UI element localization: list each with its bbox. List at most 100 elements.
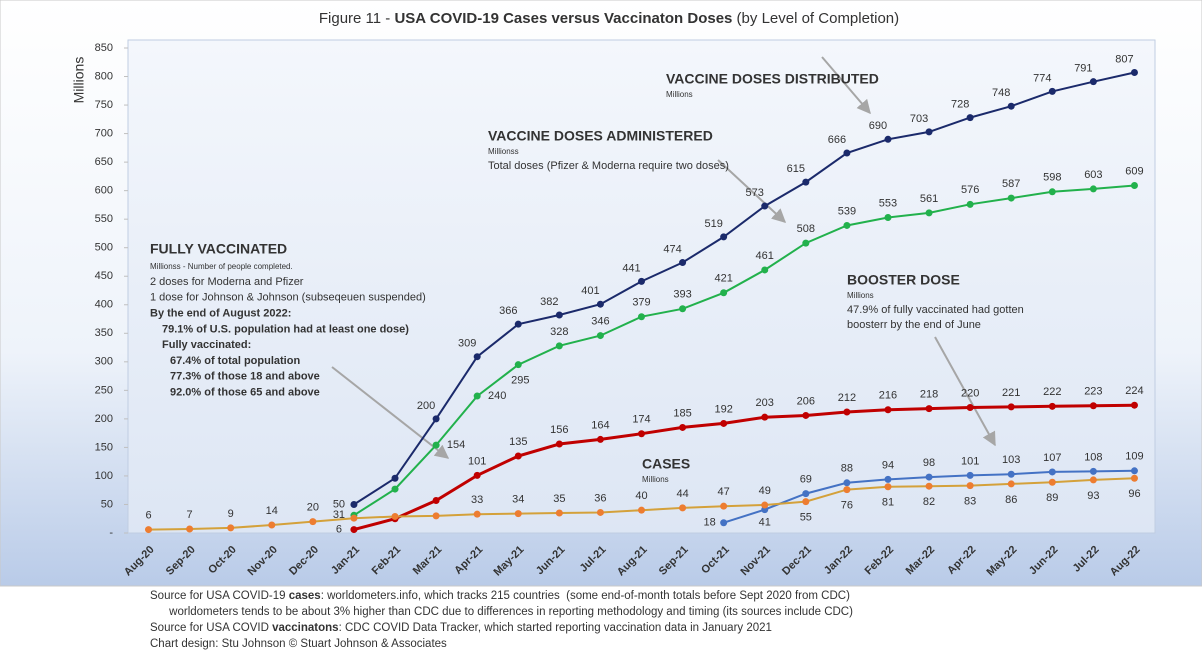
annotation-heading: CASES <box>642 456 690 472</box>
y-tick-label: 650 <box>95 156 113 168</box>
data-label: 474 <box>663 243 681 255</box>
data-point <box>596 435 604 443</box>
arrow <box>717 159 787 223</box>
data-point <box>802 498 810 506</box>
data-label: 96 <box>1128 488 1140 500</box>
data-point <box>473 353 481 361</box>
data-label: 573 <box>746 187 764 199</box>
data-point <box>720 502 728 510</box>
data-label: 81 <box>882 497 894 509</box>
data-label: 50 <box>333 498 345 510</box>
data-label: 728 <box>951 99 969 111</box>
data-label: 83 <box>964 496 976 508</box>
data-point <box>1048 402 1056 410</box>
data-label: 109 <box>1125 451 1143 463</box>
footer-line: Source for USA COVID-19 cases: worldomet… <box>150 590 850 602</box>
series-line <box>353 184 1135 517</box>
data-point <box>432 415 440 423</box>
y-tick-label: 750 <box>95 99 113 111</box>
data-point <box>679 423 687 431</box>
data-point <box>843 221 851 229</box>
y-tick-label: 500 <box>95 242 113 254</box>
data-point <box>391 474 399 482</box>
data-point <box>1089 402 1097 410</box>
data-point <box>638 313 645 321</box>
data-point <box>925 209 933 217</box>
data-label: 88 <box>841 463 853 475</box>
data-point <box>432 512 440 520</box>
data-label: 346 <box>591 315 609 327</box>
data-point <box>1089 467 1097 475</box>
data-point <box>555 342 563 350</box>
annotation-sub: Millions <box>847 291 874 300</box>
data-point <box>802 239 810 247</box>
data-point <box>268 521 276 529</box>
data-label: 206 <box>797 395 815 407</box>
data-label: 9 <box>228 508 234 520</box>
annotation-heading: FULLY VACCINATED <box>150 241 287 257</box>
data-point <box>802 178 810 186</box>
data-point <box>720 233 728 241</box>
y-tick-label: 150 <box>95 441 113 453</box>
data-point <box>843 408 851 416</box>
data-label: 539 <box>838 205 856 217</box>
data-label: 164 <box>591 419 609 431</box>
data-point <box>720 519 728 527</box>
data-label: 154 <box>447 439 465 451</box>
data-label: 200 <box>417 400 435 412</box>
data-label: 41 <box>759 517 771 529</box>
data-point <box>596 300 604 308</box>
data-label: 203 <box>756 397 774 409</box>
data-point <box>966 403 974 411</box>
y-tick-label: 600 <box>95 185 113 197</box>
data-point <box>473 471 481 479</box>
y-tick-label: 800 <box>95 70 113 82</box>
arrow <box>331 366 450 459</box>
data-label: 33 <box>471 494 483 506</box>
y-axis-title: Millions <box>71 57 87 104</box>
data-label: 98 <box>923 457 935 469</box>
data-label: 40 <box>635 490 647 502</box>
data-label: 508 <box>797 223 815 235</box>
data-point <box>145 526 153 534</box>
data-point <box>514 361 522 369</box>
annotation-heading: VACCINE DOSES DISTRIBUTED <box>666 71 879 87</box>
data-point <box>1007 194 1015 202</box>
data-label: 212 <box>838 392 856 404</box>
annotation-line: 92.0% of those 65 and above <box>170 387 320 399</box>
data-point <box>966 471 974 479</box>
data-label: 216 <box>879 390 897 402</box>
data-point <box>596 332 604 340</box>
data-point <box>1130 467 1138 475</box>
data-point <box>884 483 892 491</box>
data-point <box>843 149 851 157</box>
title-part: USA COVID-19 Cases versus Vaccinaton Dos… <box>394 10 732 27</box>
data-label: 461 <box>756 250 774 262</box>
data-point <box>638 506 645 514</box>
data-point <box>309 518 317 526</box>
data-point <box>679 259 687 267</box>
data-point <box>761 413 769 421</box>
data-point <box>925 482 933 490</box>
data-point <box>1007 470 1015 478</box>
y-tick-label: 700 <box>95 127 113 139</box>
data-label: 34 <box>512 494 524 506</box>
data-point <box>884 406 892 414</box>
arrow <box>821 56 871 115</box>
data-label: 421 <box>714 273 732 285</box>
annotation-line: 79.1% of U.S. population had at least on… <box>162 323 409 335</box>
data-label: 107 <box>1043 452 1061 464</box>
annotation-line: 77.3% of those 18 and above <box>170 371 320 383</box>
data-label: 222 <box>1043 386 1061 398</box>
data-label: 576 <box>961 184 979 196</box>
data-label: 89 <box>1046 492 1058 504</box>
data-label: 553 <box>879 197 897 209</box>
data-point <box>596 508 604 516</box>
y-tick-label: 100 <box>95 470 113 482</box>
data-label: 774 <box>1033 72 1051 84</box>
data-label: 101 <box>961 455 979 467</box>
data-point <box>1048 188 1056 196</box>
annotation-line: 67.4% of total population <box>170 355 300 367</box>
